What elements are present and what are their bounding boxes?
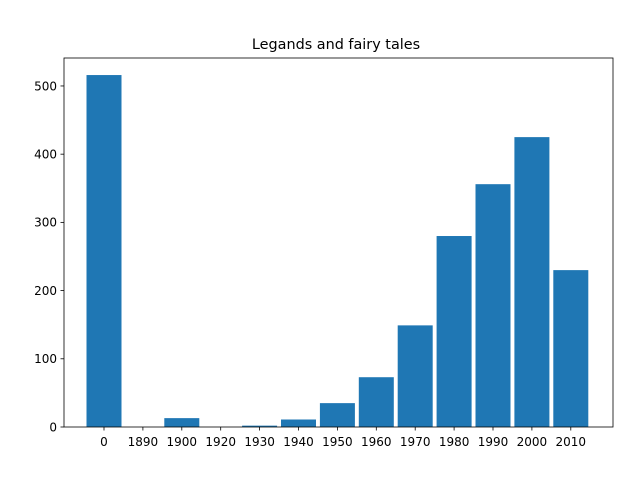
x-tick-label: 1960 (361, 435, 392, 449)
x-tick-label: 1930 (244, 435, 275, 449)
x-tick-label: 1980 (439, 435, 470, 449)
x-axis-ticks: 0 1890 1900 1920 1930 1940 1950 1960 1970 1980 199… (100, 427, 586, 449)
bars-group (86, 75, 589, 428)
bar-1980 (436, 236, 472, 427)
y-tick-label: 100 (34, 352, 57, 366)
x-tick-label: 1940 (283, 435, 314, 449)
bar-1940 (281, 419, 316, 427)
x-tick-label: 1890 (128, 435, 159, 449)
x-tick-label: 1900 (167, 435, 198, 449)
chart-title: Legands and fairy tales (252, 37, 420, 53)
x-tick-label: 1920 (205, 435, 236, 449)
x-tick-label: 1970 (400, 435, 431, 449)
bar-1930 (242, 425, 278, 427)
plot-frame (63, 57, 614, 428)
bar-1900 (164, 418, 200, 427)
y-tick-label: 300 (34, 216, 57, 230)
bar-0 (86, 75, 122, 428)
y-tick-label: 400 (34, 147, 57, 161)
bar-1970 (397, 325, 433, 427)
x-tick-label: 0 (100, 435, 108, 449)
x-tick-label: 1990 (478, 435, 509, 449)
x-tick-label: 2010 (556, 435, 587, 449)
y-tick-label: 200 (34, 284, 57, 298)
x-tick-label: 2000 (517, 435, 548, 449)
bar-1990 (475, 184, 511, 427)
bar-2010 (553, 270, 589, 427)
y-tick-label: 0 (49, 420, 57, 434)
x-tick-label: 1950 (322, 435, 353, 449)
bar-1960 (358, 377, 394, 427)
y-tick-label: 500 (34, 79, 57, 93)
bar-2000 (514, 137, 550, 427)
y-axis-ticks: 0 100 200 300 400 500 (34, 79, 64, 434)
bar-1950 (319, 403, 355, 427)
